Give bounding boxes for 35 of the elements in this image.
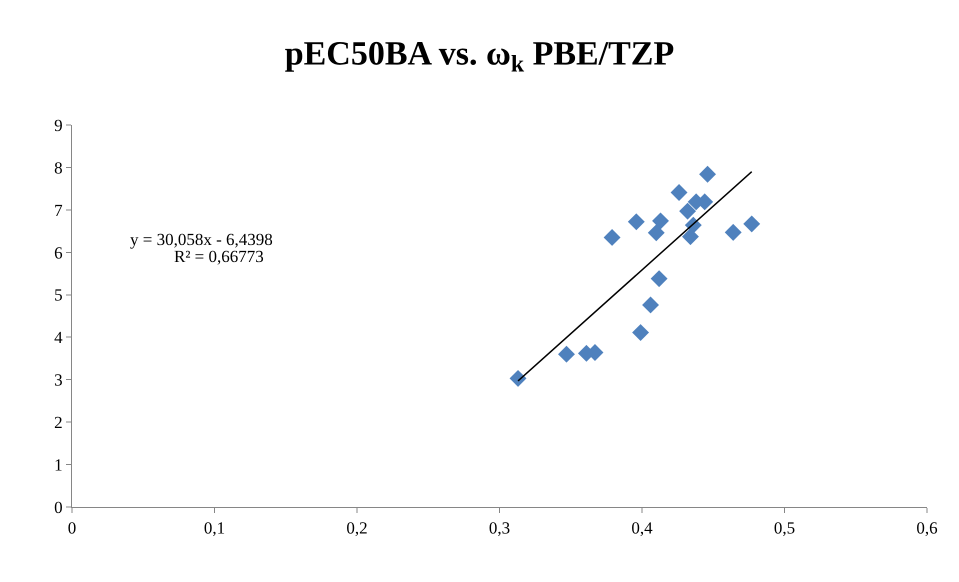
y-tick-label: 4	[54, 328, 64, 348]
y-tick-label: 2	[54, 413, 63, 432]
chart-title: pEC50BA vs. ω$_{k}$ PBE/TZP	[284, 36, 674, 78]
point	[670, 184, 688, 201]
point	[632, 324, 650, 341]
x-tick-label: 0,2	[346, 518, 368, 538]
point	[699, 166, 716, 183]
x-tick-label: 0,6	[916, 518, 938, 538]
y-tick-label: 7	[54, 200, 64, 220]
point	[510, 370, 526, 387]
point	[743, 215, 760, 232]
point	[679, 202, 696, 220]
y-tick-label: 6	[54, 243, 63, 262]
y-tick-label: 9	[54, 116, 63, 135]
x-tick-label: 0,4	[631, 518, 654, 538]
y-tick-label: 8	[54, 158, 63, 178]
point	[648, 224, 665, 242]
y-tick-label: 1	[54, 456, 63, 475]
x-tick-label: 0,1	[204, 518, 226, 538]
point	[642, 296, 659, 314]
point	[724, 224, 742, 241]
point	[650, 270, 668, 288]
y-tick-label: 3	[54, 370, 63, 390]
x-tick-label: 0,5	[774, 518, 796, 538]
point	[682, 228, 699, 246]
annotation: R² = 0,66773	[174, 247, 264, 266]
point	[628, 213, 645, 230]
point	[652, 212, 669, 230]
point	[604, 229, 621, 246]
annotation: y = 30,058x - 6,4398	[130, 230, 273, 249]
y-tick-label: 5	[54, 286, 63, 305]
x-tick-label: 0,3	[488, 518, 510, 538]
point	[558, 346, 575, 363]
x-tick-label: 0	[68, 518, 76, 538]
y-tick-label: 0	[54, 498, 63, 517]
